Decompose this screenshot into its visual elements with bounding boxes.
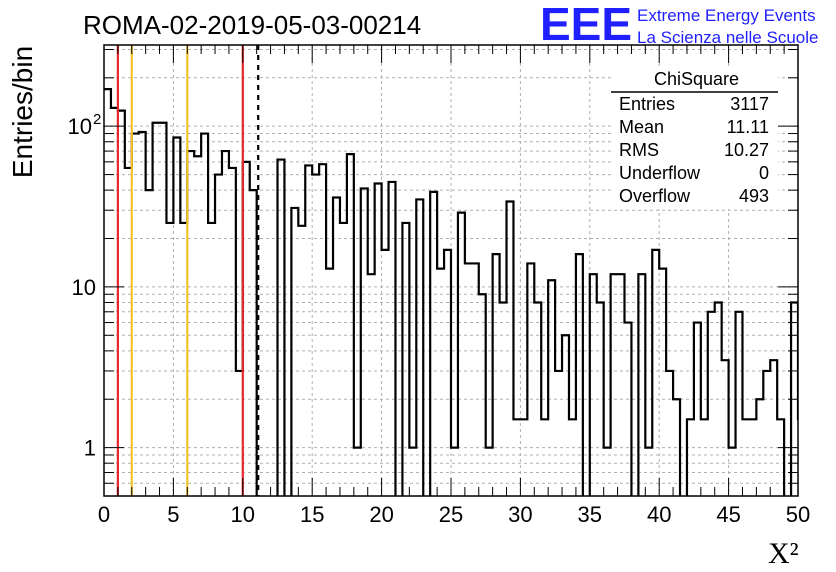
logo-line2: La Scienza nelle Scuole bbox=[637, 28, 818, 47]
stats-row-label: Mean bbox=[619, 117, 664, 137]
stats-row-value: 10.27 bbox=[724, 140, 769, 160]
stats-row-label: Entries bbox=[619, 94, 675, 114]
eee-logo: EEE Extreme Energy Events La Scienza nel… bbox=[540, 0, 818, 50]
stats-row-value: 0 bbox=[759, 163, 769, 183]
chart-title: ROMA-02-2019-05-03-00214 bbox=[83, 10, 421, 40]
y-tick-exponent: 2 bbox=[93, 111, 101, 128]
logo-mark: EEE bbox=[540, 0, 632, 50]
stats-background bbox=[611, 66, 778, 209]
x-tick-label: 15 bbox=[300, 502, 324, 527]
x-tick-label: 25 bbox=[439, 502, 463, 527]
x-tick-label: 40 bbox=[647, 502, 671, 527]
x-tick-labels: 0 5 10 15 20 25 30 35 40 45 50 bbox=[98, 502, 810, 527]
stats-title: ChiSquare bbox=[654, 69, 739, 89]
histogram-bins bbox=[104, 88, 798, 496]
stats-row-value: 3117 bbox=[730, 94, 769, 114]
y-axis-label: Entries/bin bbox=[7, 46, 38, 178]
stats-box: ChiSquare Entries 3117 Mean 11.11 RMS 10.27 Und… bbox=[611, 66, 778, 209]
y-tick-label: 1 bbox=[84, 436, 96, 461]
stats-row-label: Overflow bbox=[619, 186, 691, 206]
x-tick-label: 10 bbox=[231, 502, 255, 527]
x-tick-label: 5 bbox=[167, 502, 179, 527]
axis-ticks bbox=[103, 45, 799, 497]
reference-lines bbox=[116, 45, 260, 496]
logo-line1: Extreme Energy Events bbox=[637, 6, 816, 25]
histogram-outline bbox=[104, 88, 798, 496]
y-tick-label: 10 bbox=[68, 114, 92, 139]
stats-row-value: 11.11 bbox=[727, 117, 769, 137]
stats-row-label: Underflow bbox=[619, 163, 701, 183]
stats-row-label: RMS bbox=[619, 140, 659, 160]
x-axis-label: X² bbox=[768, 537, 799, 570]
x-tick-label: 35 bbox=[578, 502, 602, 527]
x-tick-label: 45 bbox=[716, 502, 740, 527]
stats-row-value: 493 bbox=[739, 186, 769, 206]
x-tick-label: 30 bbox=[508, 502, 532, 527]
x-tick-label: 0 bbox=[98, 502, 110, 527]
x-tick-label: 20 bbox=[369, 502, 393, 527]
x-tick-label: 50 bbox=[786, 502, 810, 527]
y-tick-label: 10 bbox=[72, 275, 96, 300]
